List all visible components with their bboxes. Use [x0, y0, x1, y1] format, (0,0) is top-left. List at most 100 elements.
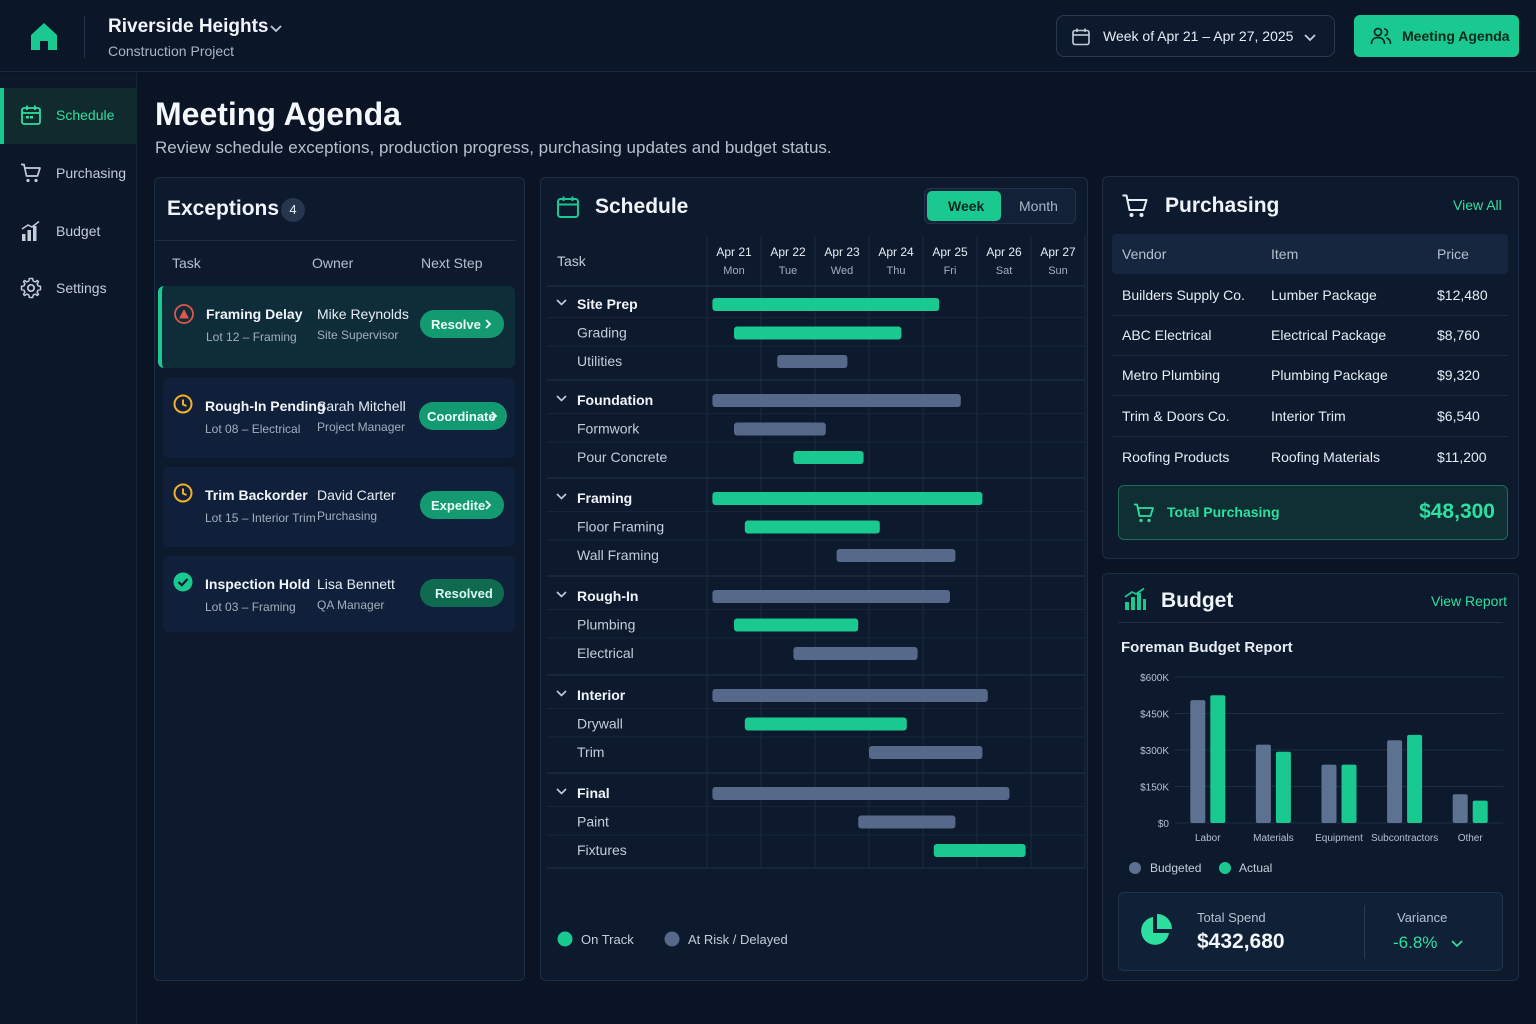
day-weekday-label: Fri	[944, 265, 957, 277]
view-report-link[interactable]: View Report	[1431, 593, 1508, 609]
sidebar-item-settings[interactable]: Settings	[0, 261, 137, 317]
chevron-down-icon[interactable]	[1450, 936, 1464, 950]
column-header-owner: Owner	[312, 255, 354, 271]
gantt-task-label: Pour Concrete	[577, 449, 667, 465]
exception-owner: Sarah Mitchell	[317, 398, 406, 414]
gantt-group-bar[interactable]	[712, 298, 940, 311]
gantt-task-bar[interactable]	[734, 422, 826, 436]
gantt-group-label[interactable]: Final	[577, 785, 610, 801]
chevron-down-icon[interactable]	[556, 493, 567, 500]
week-view-button[interactable]: Week	[927, 191, 1001, 221]
vendor-cell: Builders Supply Co.	[1122, 287, 1245, 303]
bar-actual[interactable]	[1472, 800, 1488, 823]
x-tick-label: Equipment	[1315, 833, 1363, 844]
gantt-task-label: Electrical	[577, 645, 634, 661]
day-date-label: Apr 21	[716, 245, 752, 259]
exception-lot: Lot 08 – Electrical	[205, 422, 301, 436]
home-icon[interactable]	[28, 20, 60, 52]
day-weekday-label: Thu	[887, 265, 906, 277]
bar-actual[interactable]	[1275, 751, 1291, 823]
exception-task: Rough-In Pending	[205, 398, 326, 414]
gantt-group-label[interactable]: Foundation	[577, 392, 653, 408]
gantt-task-bar[interactable]	[869, 746, 983, 759]
gantt-chart: Task Apr 21 Mon Apr 22 Tue Apr 23 Wed Apr 24 Thu…	[547, 235, 1086, 947]
gantt-task-bar[interactable]	[793, 647, 918, 660]
gantt-task-bar[interactable]	[777, 355, 848, 368]
gantt-group-label[interactable]: Framing	[577, 490, 632, 506]
bar-budgeted[interactable]	[1321, 764, 1337, 823]
sidebar-item-purchasing[interactable]: Purchasing	[0, 146, 137, 202]
chevron-down-icon[interactable]	[556, 299, 567, 306]
bar-actual[interactable]	[1341, 764, 1357, 823]
chevron-down-icon[interactable]	[268, 20, 284, 36]
project-name[interactable]: Riverside Heights	[108, 16, 269, 37]
gantt-group-label[interactable]: Site Prep	[577, 296, 638, 312]
month-view-button[interactable]: Month	[1019, 198, 1058, 214]
gantt-task-label: Drywall	[577, 716, 623, 732]
sidebar-item-schedule[interactable]: Schedule	[0, 88, 137, 144]
gantt-group-label[interactable]: Interior	[577, 687, 626, 703]
exception-row[interactable]: Framing Delay Lot 12 – Framing Mike Reyn…	[158, 286, 515, 368]
chevron-right-icon	[482, 499, 494, 511]
gantt-task-bar[interactable]	[836, 549, 956, 562]
day-date-label: Apr 25	[932, 245, 968, 259]
exception-row[interactable]: Inspection Hold Lot 03 – Framing Lisa Be…	[163, 556, 515, 632]
chevron-down-icon[interactable]	[556, 395, 567, 402]
chevron-down-icon	[1302, 29, 1318, 45]
item-cell: Lumber Package	[1271, 287, 1377, 303]
meeting-agenda-button[interactable]: Meeting Agenda	[1354, 15, 1519, 57]
table-row[interactable]: Trim & Doors Co. Interior Trim $6,540	[1112, 396, 1508, 437]
table-row[interactable]: ABC Electrical Electrical Package $8,760	[1112, 315, 1508, 356]
table-row[interactable]: Metro Plumbing Plumbing Package $9,320	[1112, 355, 1508, 396]
table-row[interactable]: Builders Supply Co. Lumber Package $12,4…	[1112, 275, 1508, 316]
exception-lot: Lot 12 – Framing	[206, 330, 297, 344]
gantt-task-bar[interactable]	[744, 717, 907, 731]
vendor-cell: Roofing Products	[1122, 449, 1230, 465]
bar-budgeted[interactable]	[1190, 700, 1206, 823]
bar-budgeted[interactable]	[1452, 794, 1468, 823]
gantt-task-bar[interactable]	[858, 815, 956, 829]
gantt-task-label: Fixtures	[577, 842, 627, 858]
gantt-task-bar[interactable]	[734, 618, 859, 632]
bar-budgeted[interactable]	[1255, 744, 1271, 823]
bar-actual[interactable]	[1210, 695, 1226, 823]
calendar-icon	[20, 104, 42, 126]
bar-actual[interactable]	[1407, 734, 1423, 823]
gantt-group-label[interactable]: Rough-In	[577, 588, 638, 604]
legend-label-actual: Actual	[1239, 861, 1273, 875]
exception-row[interactable]: Trim Backorder Lot 15 – Interior Trim Da…	[163, 467, 515, 547]
exception-lot: Lot 03 – Framing	[205, 600, 296, 614]
gantt-task-bar[interactable]	[744, 520, 880, 534]
budget-summary-card: Total Spend $432,680 Variance -6.8%	[1118, 892, 1503, 971]
coordinate-button[interactable]: Coordinate	[419, 402, 507, 430]
gantt-group-bar[interactable]	[712, 590, 950, 603]
gantt-group-bar[interactable]	[712, 787, 1010, 800]
gantt-task-bar[interactable]	[734, 326, 902, 340]
sidebar-item-budget[interactable]: Budget	[0, 204, 137, 260]
week-picker[interactable]: Week of Apr 21 – Apr 27, 2025	[1056, 15, 1335, 57]
item-cell: Plumbing Package	[1271, 367, 1388, 383]
total-spend-value: $432,680	[1197, 930, 1285, 953]
resolve-button[interactable]: Resolve	[420, 310, 504, 338]
gantt-task-bar[interactable]	[793, 451, 864, 464]
view-all-link[interactable]: View All	[1453, 197, 1502, 213]
chevron-down-icon[interactable]	[556, 690, 567, 697]
expedite-button[interactable]: Expedite	[420, 491, 504, 519]
resolved-status-button[interactable]: Resolved	[420, 579, 504, 607]
column-header-next-step: Next Step	[421, 255, 483, 271]
vendor-cell: Trim & Doors Co.	[1122, 408, 1230, 424]
bar-budgeted[interactable]	[1387, 740, 1403, 823]
meeting-agenda-label: Meeting Agenda	[1402, 28, 1510, 44]
gantt-task-bar[interactable]	[933, 844, 1026, 857]
chevron-down-icon[interactable]	[556, 788, 567, 795]
gantt-group-bar[interactable]	[712, 492, 983, 505]
gantt-task-label: Plumbing	[577, 617, 635, 633]
page-title: Meeting Agenda	[155, 96, 401, 132]
chevron-down-icon[interactable]	[556, 591, 567, 598]
table-row[interactable]: Roofing Products Roofing Materials $11,2…	[1112, 437, 1508, 478]
gantt-group-bar[interactable]	[712, 689, 988, 702]
gantt-group-bar[interactable]	[712, 394, 961, 407]
exception-row[interactable]: Rough-In Pending Lot 08 – Electrical Sar…	[163, 378, 515, 458]
users-icon	[1370, 25, 1392, 47]
total-purchasing-value: $48,300	[1419, 500, 1495, 523]
